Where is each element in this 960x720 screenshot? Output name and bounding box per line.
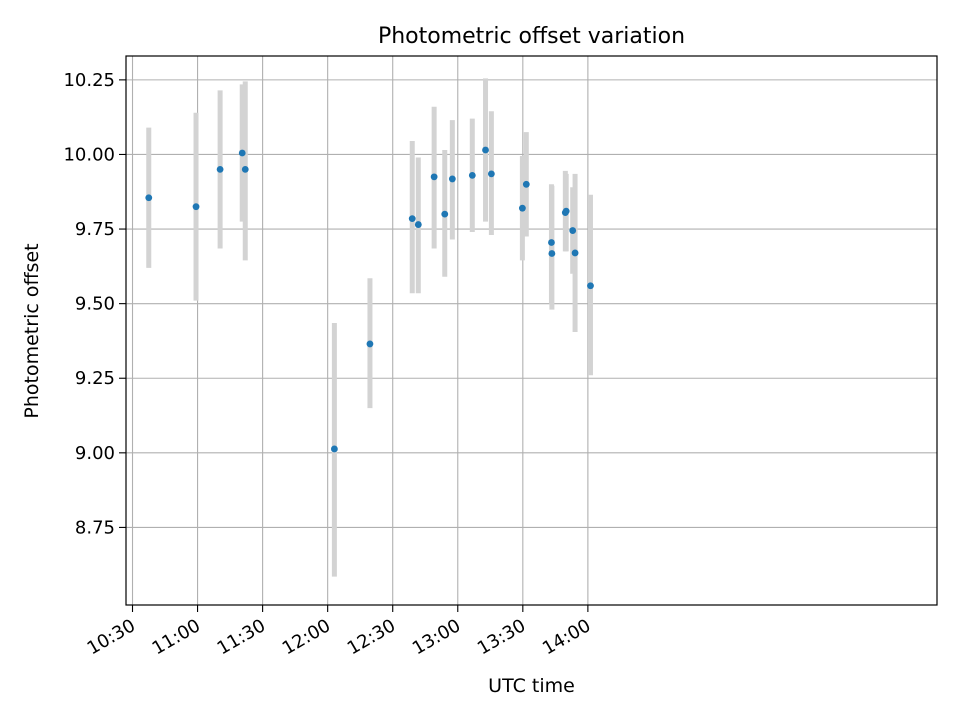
data-point — [518, 204, 526, 212]
data-point — [522, 180, 530, 188]
data-point — [569, 227, 577, 234]
y-tick-label: 9.00 — [75, 443, 115, 464]
y-tick-label: 9.25 — [75, 368, 115, 389]
data-point — [238, 149, 246, 157]
data-point — [548, 239, 555, 246]
y-tick-label: 9.50 — [75, 294, 115, 315]
y-tick-label: 10.25 — [63, 70, 115, 91]
data-point — [192, 203, 200, 211]
data-point — [482, 146, 489, 154]
x-axis-label: UTC time — [488, 675, 575, 697]
data-point — [441, 210, 449, 218]
data-point — [366, 340, 374, 348]
data-point — [430, 173, 438, 181]
data-point — [241, 165, 249, 173]
chart-title: Photometric offset variation — [378, 24, 685, 49]
data-point — [571, 249, 579, 257]
data-point — [216, 165, 224, 173]
y-axis-label: Photometric offset — [21, 243, 43, 418]
data-points — [145, 146, 594, 453]
data-point — [468, 171, 476, 179]
data-point — [587, 282, 594, 290]
y-tick-label: 10.00 — [63, 144, 115, 165]
data-point — [408, 215, 416, 223]
plot-area-frame — [125, 55, 938, 606]
data-point — [562, 207, 570, 215]
data-point — [448, 175, 456, 183]
y-axis-ticks: 8.75 9.00 9.25 9.50 9.75 10.00 10.25 — [63, 70, 126, 538]
grid — [126, 56, 937, 605]
data-point — [414, 221, 422, 228]
data-point — [548, 250, 556, 257]
data-point — [487, 170, 495, 178]
y-tick-label: 9.75 — [75, 219, 115, 240]
y-tick-label: 8.75 — [75, 517, 115, 538]
data-point — [145, 194, 153, 202]
data-point — [330, 445, 338, 453]
